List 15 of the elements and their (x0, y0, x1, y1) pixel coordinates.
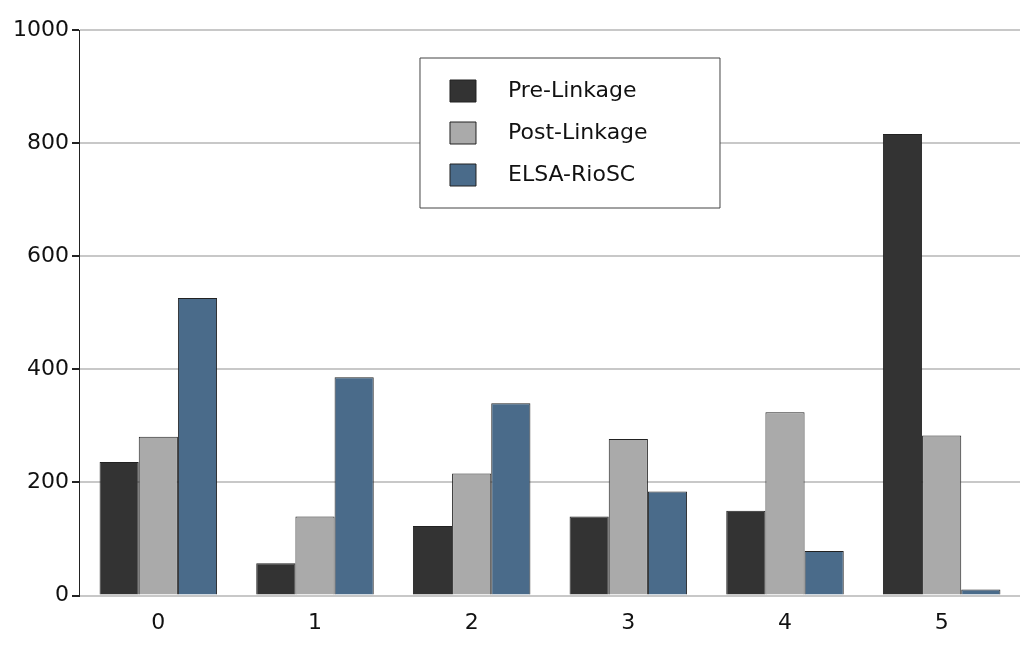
x-tick-label: 3 (621, 608, 636, 634)
y-tick-label: 600 (26, 241, 69, 267)
x-tick-label: 5 (934, 608, 949, 634)
x-tick-label: 4 (778, 608, 792, 634)
y-tick-label: 800 (26, 128, 69, 154)
y-tick-label: 0 (54, 581, 69, 607)
legend-label: ELSA-RioSC (507, 160, 636, 186)
x-tick-label: 0 (151, 608, 166, 634)
x-tick-label: 1 (307, 608, 322, 634)
legend-label: Post-Linkage (507, 118, 648, 144)
y-tick-label: 1000 (12, 15, 69, 41)
y-tick-label: 400 (26, 355, 69, 381)
legend-label: Pre-Linkage (507, 76, 637, 102)
x-tick-label: 2 (464, 608, 479, 634)
y-tick-label: 200 (26, 468, 69, 494)
